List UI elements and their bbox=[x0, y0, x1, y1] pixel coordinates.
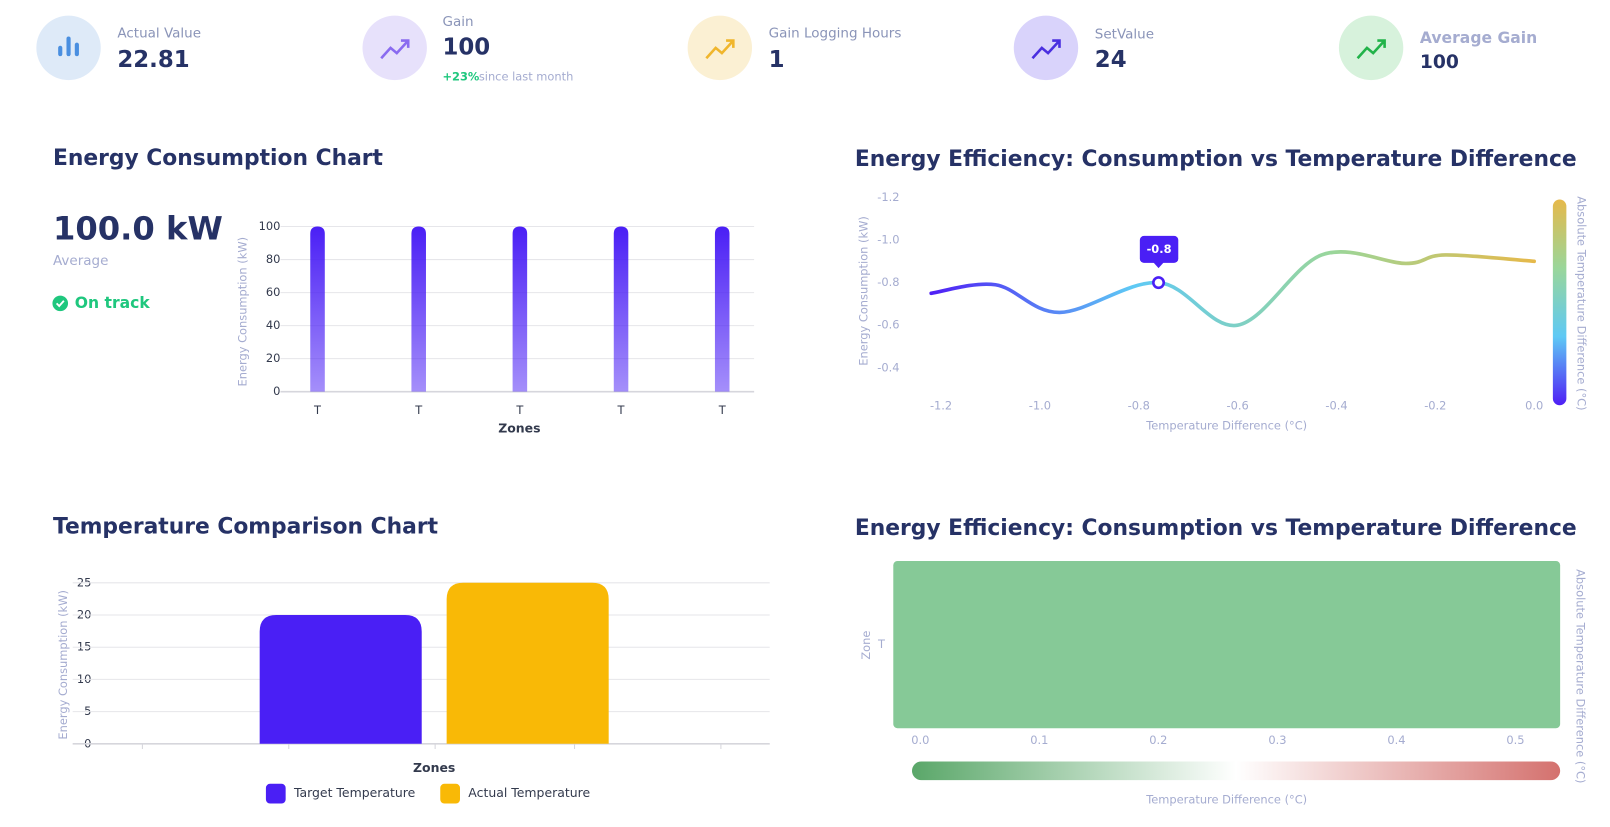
x-tick-label: 0.5 bbox=[1506, 733, 1524, 747]
y-tick-label: -0.8 bbox=[877, 275, 899, 289]
icon-trend bbox=[1356, 39, 1386, 60]
axis-title: Energy Consumption (kW) bbox=[56, 590, 70, 740]
x-tick-label: 0.0 bbox=[1525, 399, 1543, 413]
icon-trend bbox=[380, 39, 410, 60]
colorbar bbox=[911, 761, 1561, 781]
energy-summary: 100.0 kW Average On track bbox=[52, 210, 223, 312]
heatmap-cell bbox=[893, 560, 1561, 729]
bar bbox=[411, 226, 426, 392]
axis-title: Energy Consumption (kW) bbox=[857, 216, 871, 366]
legend-swatch bbox=[265, 783, 286, 804]
x-axis-title: Temperature Difference (°C) bbox=[1145, 792, 1307, 806]
x-tick-label: -0.8 bbox=[1128, 399, 1150, 413]
kpi-value: 1 bbox=[769, 47, 785, 73]
kpi-value: 22.81 bbox=[117, 47, 189, 73]
chart-title: Temperature Comparison Chart bbox=[53, 515, 438, 540]
bar bbox=[259, 615, 422, 744]
kpi-label: Gain bbox=[442, 14, 473, 30]
chart-title: Energy Efficiency: Consumption vs Temper… bbox=[855, 516, 1577, 541]
legend-label: Target Temperature bbox=[293, 785, 415, 800]
legend-swatch bbox=[440, 783, 460, 804]
kpi-icon bbox=[687, 15, 753, 81]
y-tick-label: 20 bbox=[266, 351, 281, 365]
y-tick-label: 40 bbox=[266, 318, 281, 332]
y-tick-label: 0 bbox=[273, 384, 280, 398]
kpi-change: +23% bbox=[442, 69, 479, 83]
x-tick-label: -0.2 bbox=[1424, 399, 1446, 413]
kpi-value: 24 bbox=[1095, 47, 1127, 73]
kpi-label: SetValue bbox=[1095, 26, 1154, 42]
tooltip bbox=[1139, 235, 1179, 263]
x-tick-label: -0.6 bbox=[1226, 399, 1248, 413]
chart-title: Energy Efficiency: Consumption vs Temper… bbox=[855, 147, 1577, 172]
x-tick-label: 0.4 bbox=[1387, 733, 1405, 747]
kpi-label: Average Gain bbox=[1420, 29, 1537, 47]
bar bbox=[512, 226, 528, 392]
x-tick-label: 0.3 bbox=[1268, 733, 1286, 747]
x-tick-label: T bbox=[718, 403, 726, 417]
x-axis-title: Zones bbox=[413, 760, 455, 775]
summary-caption: Average bbox=[53, 253, 108, 269]
kpi-icon bbox=[1338, 15, 1404, 81]
y-tick-label: 100 bbox=[259, 219, 281, 233]
x-tick-label: -1.0 bbox=[1029, 399, 1051, 413]
axis-title: Zone bbox=[859, 631, 873, 660]
axis-title: Absolute Temperature Difference (°C) bbox=[1573, 569, 1587, 783]
x-tick-label: 0.2 bbox=[1149, 733, 1167, 747]
x-tick-label: T bbox=[617, 403, 625, 417]
bar bbox=[446, 582, 609, 744]
chart-title: Energy Consumption Chart bbox=[53, 146, 383, 171]
status-check bbox=[55, 300, 65, 308]
icon-trend bbox=[1031, 39, 1061, 60]
icon-trend bbox=[705, 39, 735, 60]
bar bbox=[310, 226, 325, 392]
y-tick-label: T bbox=[877, 637, 885, 651]
y-tick-label: -0.4 bbox=[877, 360, 899, 374]
y-tick-label: 60 bbox=[266, 285, 281, 299]
kpi-value: 100 bbox=[1420, 52, 1459, 73]
tooltip-label: -0.8 bbox=[1147, 242, 1172, 256]
y-tick-label: -1.2 bbox=[877, 190, 899, 204]
line bbox=[929, 250, 1536, 328]
tooltip-pointer bbox=[1153, 262, 1164, 269]
x-tick-label: -0.4 bbox=[1325, 399, 1347, 413]
x-tick-label: T bbox=[515, 403, 523, 417]
x-tick-label: 0.1 bbox=[1030, 733, 1048, 747]
x-tick-label: T bbox=[313, 403, 321, 417]
kpi-label: Gain Logging Hours bbox=[769, 25, 902, 41]
summary-status: On track bbox=[75, 294, 151, 312]
kpi-icon bbox=[1013, 15, 1079, 81]
x-axis-title: Temperature Difference (°C) bbox=[1145, 418, 1307, 432]
y-tick-label: 80 bbox=[266, 252, 281, 266]
x-tick-label: T bbox=[414, 403, 422, 417]
icon-bars bbox=[58, 36, 79, 57]
bar bbox=[613, 226, 629, 392]
axis-title: Energy Consumption (kW) bbox=[236, 237, 250, 387]
y-tick-label: -0.6 bbox=[877, 318, 899, 332]
axis-title: Absolute Temperature Difference (°C) bbox=[1574, 196, 1588, 410]
x-axis-title: Zones bbox=[498, 421, 540, 436]
bar bbox=[714, 226, 730, 392]
kpi-note: since last month bbox=[479, 69, 573, 83]
status-icon bbox=[52, 295, 69, 312]
kpi-label: Actual Value bbox=[117, 25, 201, 41]
kpi-icon bbox=[362, 15, 427, 81]
y-tick-label: -1.0 bbox=[877, 233, 899, 247]
highlight-point bbox=[1152, 276, 1166, 290]
x-tick-label: 0.0 bbox=[911, 733, 929, 747]
summary-value: 100.0 kW bbox=[53, 210, 223, 248]
kpi-row: Actual Value 22.81 Gain 100 +23% since l… bbox=[36, 14, 1537, 83]
colorbar bbox=[1552, 199, 1567, 406]
x-tick-label: -1.2 bbox=[930, 399, 952, 413]
kpi-value: 100 bbox=[442, 34, 490, 60]
legend-label: Actual Temperature bbox=[468, 785, 590, 800]
